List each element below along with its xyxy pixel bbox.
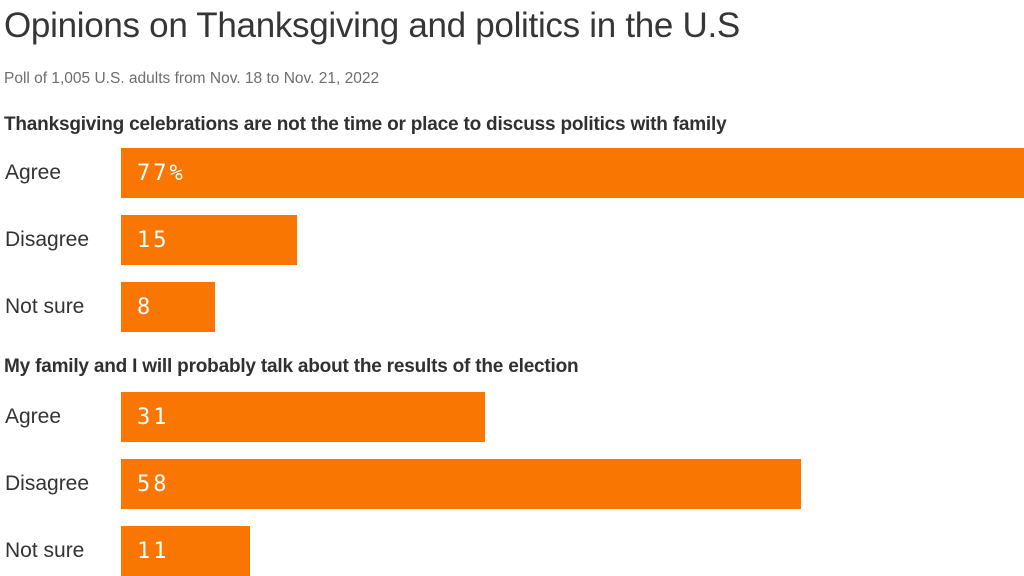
chart-header: Opinions on Thanksgiving and politics in… [4, 0, 1024, 88]
bar-track: 77% [121, 148, 1024, 198]
bar: 58 [121, 459, 802, 509]
bar-row: Agree 31 [4, 392, 1024, 442]
chart-section-election-results: My family and I will probably talk about… [4, 354, 1024, 576]
bar-row: Agree 77% [4, 148, 1024, 198]
bar: 77% [121, 148, 1024, 198]
bar-value-label: 11 [137, 538, 170, 564]
bar-track: 11 [121, 526, 1024, 576]
category-label: Agree [5, 161, 62, 184]
category-label: Agree [5, 405, 62, 428]
category-label: Not sure [5, 295, 85, 318]
bar: 11 [121, 526, 250, 576]
section-heading: My family and I will probably talk about… [4, 356, 579, 377]
bar-row: Not sure 11 [4, 526, 1024, 576]
category-label: Not sure [5, 539, 85, 562]
bar-rows: Agree 31 Disagree 58 Not sure 11 [4, 392, 1024, 576]
bar-track: 58 [121, 459, 1024, 509]
bar-track: 15 [121, 215, 1024, 265]
chart-section-politics-discussion: Thanksgiving celebrations are not the ti… [4, 112, 1024, 332]
bar-value-label: 77% [137, 160, 186, 186]
category-label: Disagree [5, 228, 90, 251]
bar-value-label: 15 [137, 227, 170, 253]
bar-row: Disagree 58 [4, 459, 1024, 509]
category-label: Disagree [5, 472, 90, 495]
bar: 31 [121, 392, 485, 442]
section-heading: Thanksgiving celebrations are not the ti… [4, 114, 727, 135]
bar-value-label: 8 [137, 294, 154, 320]
bar-row: Not sure 8 [4, 282, 1024, 332]
bar-row: Disagree 15 [4, 215, 1024, 265]
bar-track: 31 [121, 392, 1024, 442]
bar: 15 [121, 215, 297, 265]
page-subtitle: Poll of 1,005 U.S. adults from Nov. 18 t… [4, 70, 380, 87]
bar-value-label: 58 [137, 471, 170, 497]
bar-value-label: 31 [137, 404, 170, 430]
bar-rows: Agree 77% Disagree 15 Not sure 8 [4, 148, 1024, 332]
charts-container: Thanksgiving celebrations are not the ti… [4, 112, 1024, 576]
bar-track: 8 [121, 282, 1024, 332]
bar: 8 [121, 282, 215, 332]
page-title: Opinions on Thanksgiving and politics in… [4, 6, 740, 45]
